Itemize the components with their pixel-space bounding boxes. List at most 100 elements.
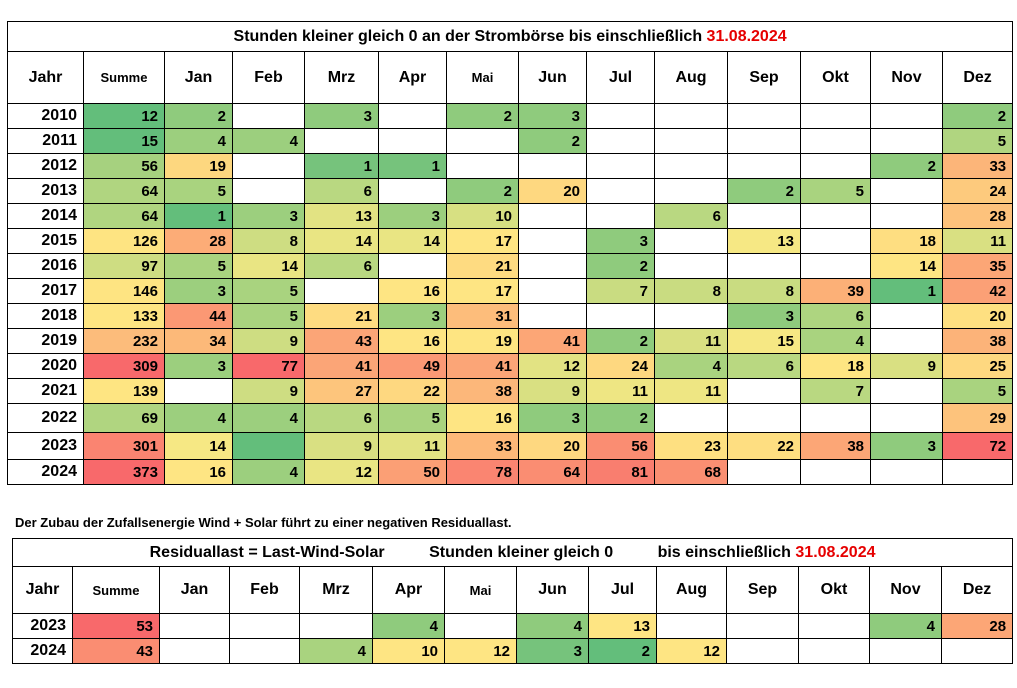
- month-cell: 14: [870, 253, 943, 279]
- month-cell: 8: [727, 278, 801, 304]
- year-cell: 2017: [7, 278, 84, 304]
- month-cell: [798, 613, 870, 639]
- month-cell: [654, 128, 728, 154]
- month-cell: 4: [800, 328, 871, 354]
- month-cell: 12: [518, 353, 587, 379]
- month-cell: [870, 378, 943, 404]
- month-cell: 2: [870, 153, 943, 179]
- table-row: 2015 126 28 8 14 14 17 3 13 18 11: [7, 228, 1014, 254]
- month-cell: 5: [800, 178, 871, 204]
- month-cell: 6: [304, 403, 379, 433]
- month-cell: 1: [304, 153, 379, 179]
- month-cell: 68: [654, 459, 728, 485]
- sum-cell: 43: [72, 638, 160, 664]
- month-cell: [870, 328, 943, 354]
- month-cell: [159, 613, 230, 639]
- month-cell: 33: [446, 432, 519, 460]
- table-row: 2013 64 5 6 2 20 2 5 24: [7, 178, 1014, 204]
- month-cell: 3: [304, 103, 379, 129]
- month-cell: 16: [164, 459, 233, 485]
- month-cell: [164, 378, 233, 404]
- month-cell: 5: [941, 378, 1014, 404]
- month-cell: 18: [800, 353, 871, 379]
- hours-table: Stunden kleiner gleich 0 an der Strombör…: [6, 21, 1014, 485]
- month-cell: [232, 178, 305, 204]
- table-title: Stunden kleiner gleich 0 an der Strombör…: [6, 21, 1014, 52]
- month-cell: 2: [586, 403, 655, 433]
- month-cell: 6: [800, 303, 871, 329]
- month-cell: [446, 153, 519, 179]
- year-cell: 2018: [7, 303, 84, 329]
- month-cell: 4: [654, 353, 728, 379]
- month-cell: 4: [299, 638, 373, 664]
- month-cell: 5: [232, 278, 305, 304]
- month-cell: 12: [444, 638, 517, 664]
- month-cell: [446, 128, 519, 154]
- month-cell: [518, 228, 587, 254]
- month-cell: 3: [870, 432, 943, 460]
- month-cell: 49: [378, 353, 447, 379]
- month-cell: [727, 378, 801, 404]
- month-cell: 17: [446, 228, 519, 254]
- header-sum: Summe: [72, 566, 160, 614]
- month-cell: 11: [654, 378, 728, 404]
- month-cell: [727, 153, 801, 179]
- month-cell: [518, 203, 587, 229]
- month-cell: [586, 128, 655, 154]
- month-cell: 2: [518, 128, 587, 154]
- month-cell: [586, 203, 655, 229]
- month-cell: 9: [232, 378, 305, 404]
- month-cell: 22: [378, 378, 447, 404]
- month-cell: 16: [378, 278, 447, 304]
- month-cell: 25: [941, 353, 1014, 379]
- month-cell: 29: [941, 403, 1014, 433]
- header-year: Jahr: [7, 51, 84, 104]
- month-cell: [229, 613, 300, 639]
- month-cell: 38: [446, 378, 519, 404]
- month-cell: [940, 638, 1014, 664]
- year-cell: 2011: [7, 128, 84, 154]
- residual-title: Residuallast = Last-Wind-Solar Stunden k…: [11, 538, 1014, 567]
- month-cell: 2: [727, 178, 801, 204]
- month-cell: [870, 203, 943, 229]
- month-cell: 16: [378, 328, 447, 354]
- month-cell: [378, 253, 447, 279]
- month-cell: 4: [232, 403, 305, 433]
- month-cell: 16: [446, 403, 519, 433]
- table-row: 2023 301 14 9 11 33 20 56 23 22 38 3 72: [7, 432, 1014, 460]
- month-cell: 4: [164, 403, 233, 433]
- year-cell: 2014: [7, 203, 84, 229]
- month-cell: 19: [446, 328, 519, 354]
- month-cell: [800, 403, 871, 433]
- month-cell: 4: [516, 613, 589, 639]
- month-cell: 42: [941, 278, 1014, 304]
- month-cell: 35: [941, 253, 1014, 279]
- month-cell: [870, 403, 943, 433]
- title-date: 31.08.2024: [706, 27, 787, 45]
- month-cell: [304, 128, 379, 154]
- sum-cell: 69: [83, 403, 165, 433]
- header-month: Jan: [164, 51, 233, 104]
- header-month: Apr: [378, 51, 447, 104]
- month-cell: 10: [372, 638, 445, 664]
- sum-cell: 133: [83, 303, 165, 329]
- month-cell: [727, 203, 801, 229]
- month-cell: 44: [164, 303, 233, 329]
- sum-cell: 373: [83, 459, 165, 485]
- month-cell: 20: [941, 303, 1014, 329]
- month-cell: [727, 459, 801, 485]
- month-cell: 64: [518, 459, 587, 485]
- month-cell: 11: [941, 228, 1014, 254]
- residual-title-a: Residuallast = Last-Wind-Solar: [149, 543, 385, 561]
- header-month: Mai: [444, 566, 517, 614]
- month-cell: [654, 228, 728, 254]
- month-cell: 4: [372, 613, 445, 639]
- month-cell: [654, 178, 728, 204]
- month-cell: 3: [516, 638, 589, 664]
- month-cell: [378, 128, 447, 154]
- month-cell: [800, 459, 871, 485]
- table-row: 2017 146 3 5 16 17 7 8 8 39 1 42: [7, 278, 1014, 304]
- month-cell: 41: [518, 328, 587, 354]
- month-cell: 3: [518, 103, 587, 129]
- month-cell: [232, 103, 305, 129]
